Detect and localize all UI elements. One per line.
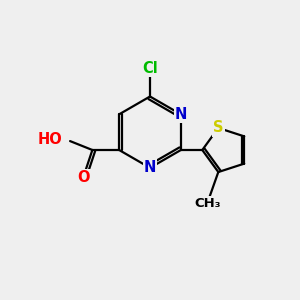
Text: S: S <box>213 121 224 136</box>
Text: O: O <box>77 170 90 185</box>
Text: N: N <box>175 107 187 122</box>
Text: N: N <box>144 160 156 175</box>
Text: HO: HO <box>38 132 63 147</box>
Text: CH₃: CH₃ <box>195 197 221 210</box>
Text: Cl: Cl <box>142 61 158 76</box>
